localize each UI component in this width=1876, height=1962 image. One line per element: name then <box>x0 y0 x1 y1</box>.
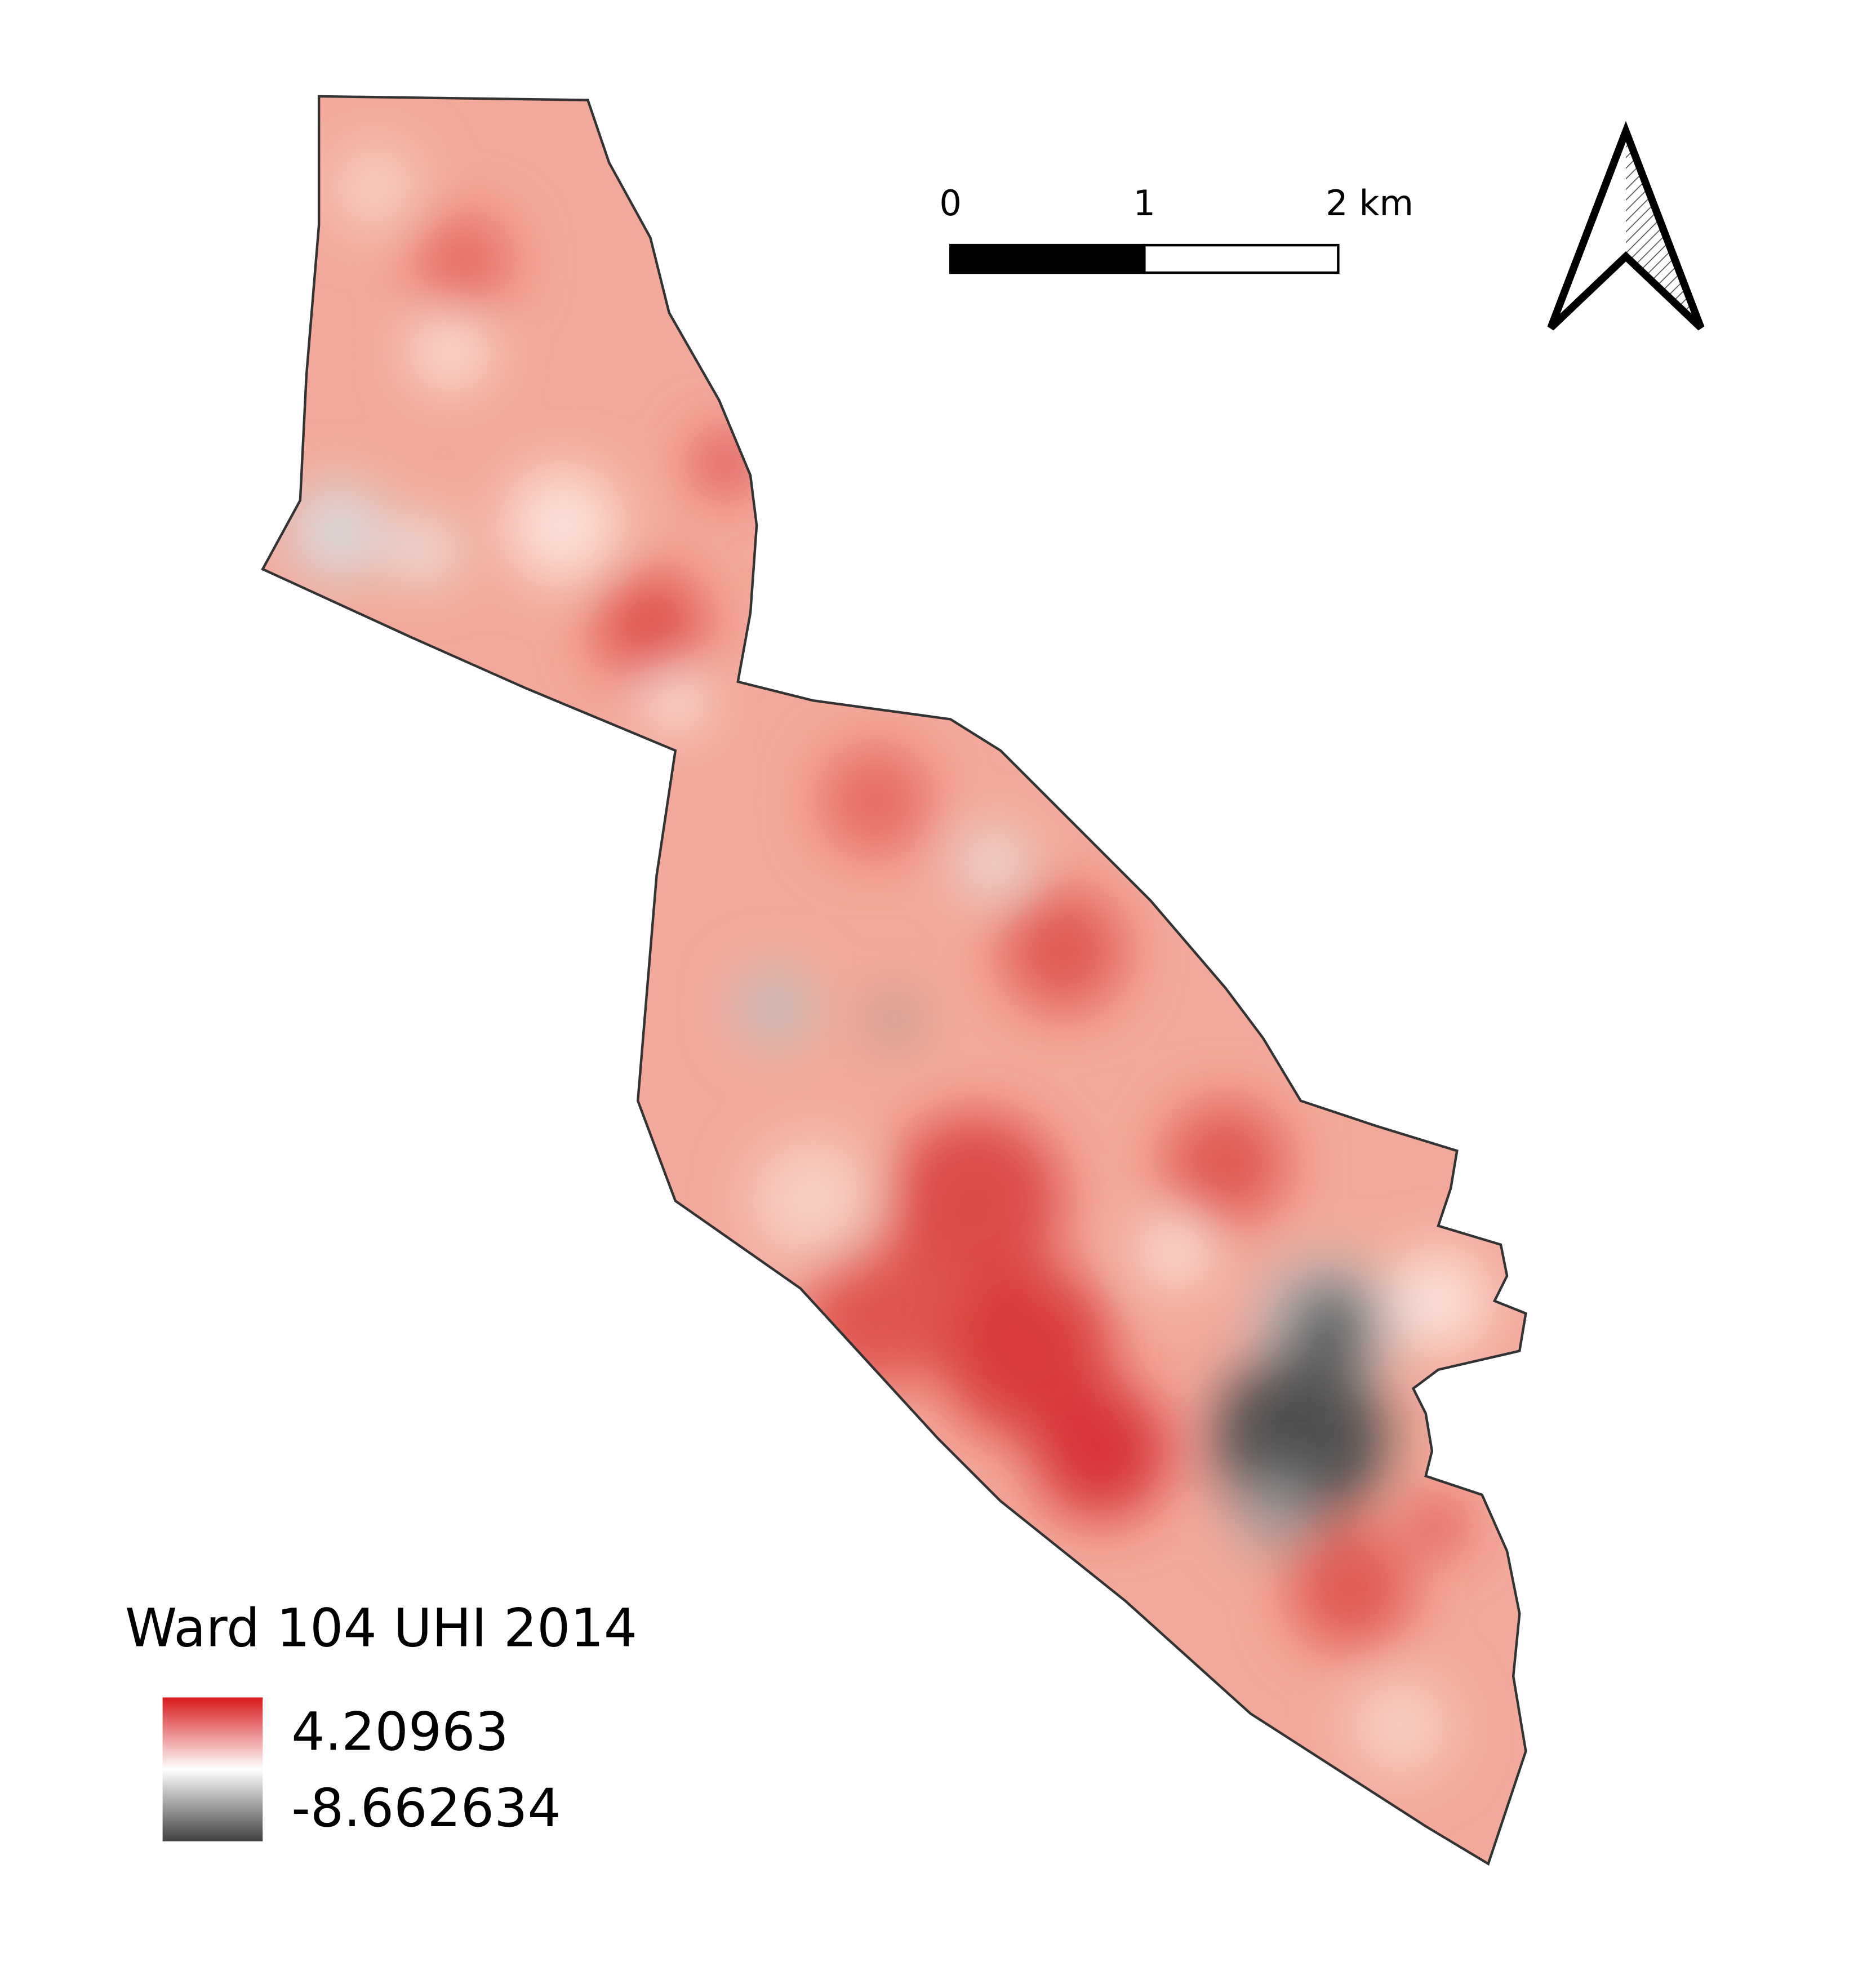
scale-bar: 0 1 2 km <box>939 183 1413 274</box>
color-ramp <box>162 1697 263 1841</box>
scale-label: 0 <box>939 183 962 224</box>
scale-segment <box>949 243 1146 274</box>
legend-max: 4.20963 <box>291 1701 508 1763</box>
scale-label: 1 <box>1133 183 1156 224</box>
scale-label: 2 km <box>1326 183 1413 224</box>
north-arrow <box>1547 121 1705 331</box>
legend: Ward 104 UHI 2014 4.20963 -8.662634 <box>125 1597 637 1841</box>
scale-segment <box>1143 243 1340 274</box>
legend-min: -8.662634 <box>291 1777 561 1839</box>
legend-title: Ward 104 UHI 2014 <box>125 1597 637 1658</box>
